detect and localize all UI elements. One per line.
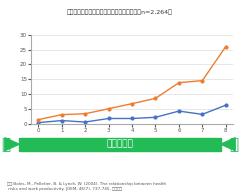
- 勤務中の生産性低下: [224, 45, 227, 48]
- 勤務中の生産性低下: [107, 108, 110, 110]
- 勤務中の生産性低下: [131, 102, 133, 105]
- 勤務中の生産性低下: [201, 80, 204, 82]
- Text: 健康リスク: 健康リスク: [107, 140, 133, 149]
- 欠勤による生産性低下: [37, 121, 40, 124]
- Line: 勤務中の生産性低下: 勤務中の生産性低下: [37, 45, 227, 121]
- Text: 健康リスク数別労働生産性損失の平均割合（n=2,264）: 健康リスク数別労働生産性損失の平均割合（n=2,264）: [67, 10, 173, 15]
- 勤務中の生産性低下: [177, 81, 180, 84]
- 欠勤による生産性低下: [84, 121, 87, 123]
- 勤務中の生産性低下: [84, 113, 87, 115]
- 欠勤による生産性低下: [107, 117, 110, 120]
- 欠勤による生産性低下: [131, 117, 133, 120]
- 勤務中の生産性低下: [154, 97, 157, 100]
- 欠勤による生産性低下: [60, 119, 63, 122]
- 勤務中の生産性低下: [60, 113, 63, 116]
- Polygon shape: [221, 138, 235, 151]
- Text: 高: 高: [230, 137, 239, 152]
- 勤務中の生産性低下: [37, 119, 40, 121]
- Text: 低: 低: [1, 137, 10, 152]
- 欠勤による生産性低下: [154, 116, 157, 119]
- 欠勤による生産性低下: [177, 110, 180, 112]
- Text: 出典:Boles, M., Pelletier, B. & Lynch, W. (2004). The relationship between health
: 出典:Boles, M., Pelletier, B. & Lynch, W. …: [7, 182, 166, 191]
- Line: 欠勤による生産性低下: 欠勤による生産性低下: [37, 104, 227, 124]
- 欠勤による生産性低下: [224, 104, 227, 106]
- 欠勤による生産性低下: [201, 113, 204, 115]
- Bar: [19, 138, 221, 151]
- Polygon shape: [5, 138, 19, 151]
